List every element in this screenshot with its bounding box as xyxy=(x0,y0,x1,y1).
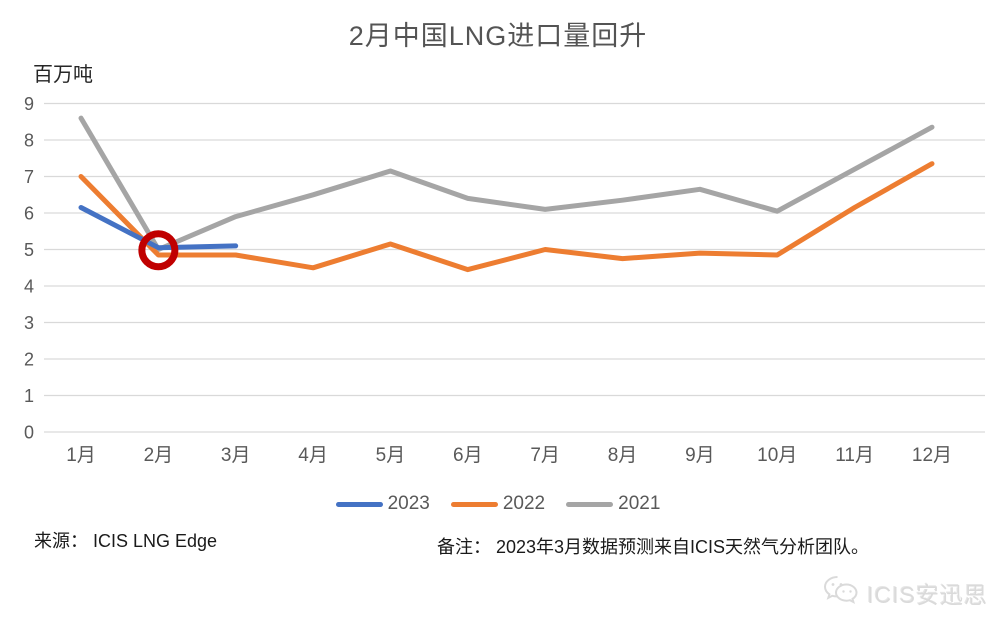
y-tick-label: 9 xyxy=(24,94,34,114)
y-tick-label: 6 xyxy=(24,204,34,224)
wechat-icon xyxy=(821,573,861,612)
y-tick-label: 3 xyxy=(24,313,34,333)
y-tick-label: 5 xyxy=(24,240,34,260)
x-tick-label: 11月 xyxy=(835,445,874,466)
y-tick-label: 4 xyxy=(24,277,34,297)
forecast-footnote: 备注： 2023年3月数据预测来自ICIS天然气分析团队。 xyxy=(437,537,870,557)
legend-label: 2021 xyxy=(618,493,661,514)
source-note: 来源： ICIS LNG Edge xyxy=(34,531,218,551)
legend-line-swatch xyxy=(335,501,383,507)
x-tick-label: 5月 xyxy=(376,445,406,466)
y-tick-label: 8 xyxy=(24,131,34,151)
x-tick-label: 6月 xyxy=(453,445,483,466)
x-tick-label: 4月 xyxy=(298,445,328,466)
series-line-2022 xyxy=(78,161,935,273)
x-tick-label: 1月 xyxy=(66,445,96,466)
legend-item-2022: 2022 xyxy=(450,493,546,515)
x-tick-label: 10月 xyxy=(757,445,797,466)
icis-watermark: ICIS安迅思 xyxy=(821,573,988,612)
x-tick-label: 8月 xyxy=(608,445,638,466)
x-tick-label: 2月 xyxy=(144,445,174,466)
y-tick-label: 2 xyxy=(24,350,34,370)
x-tick-label: 7月 xyxy=(530,445,560,466)
watermark-text: ICIS安迅思 xyxy=(867,581,988,608)
legend-item-2023: 2023 xyxy=(335,493,430,515)
x-tick-label: 9月 xyxy=(685,445,715,466)
annotation-circle xyxy=(138,230,179,271)
legend-item-2021: 2021 xyxy=(566,493,660,515)
legend-label: 2022 xyxy=(502,493,546,514)
series-line-2023 xyxy=(78,205,239,251)
y-tick-label: 7 xyxy=(24,167,34,187)
x-tick-label: 3月 xyxy=(221,445,251,466)
x-tick-label: 12月 xyxy=(912,445,952,466)
y-axis-unit-label: 百万吨 xyxy=(33,64,93,86)
chart-legend: 2023 2022 2021 xyxy=(0,493,996,515)
y-tick-label: 0 xyxy=(24,423,34,443)
legend-label: 2023 xyxy=(387,493,430,514)
chart-title: 2月中国LNG进口量回升 xyxy=(348,21,648,51)
legend-line-swatch xyxy=(566,501,614,507)
series-line-2021 xyxy=(78,115,935,252)
y-tick-label: 1 xyxy=(24,386,34,406)
legend-line-swatch xyxy=(450,501,498,507)
